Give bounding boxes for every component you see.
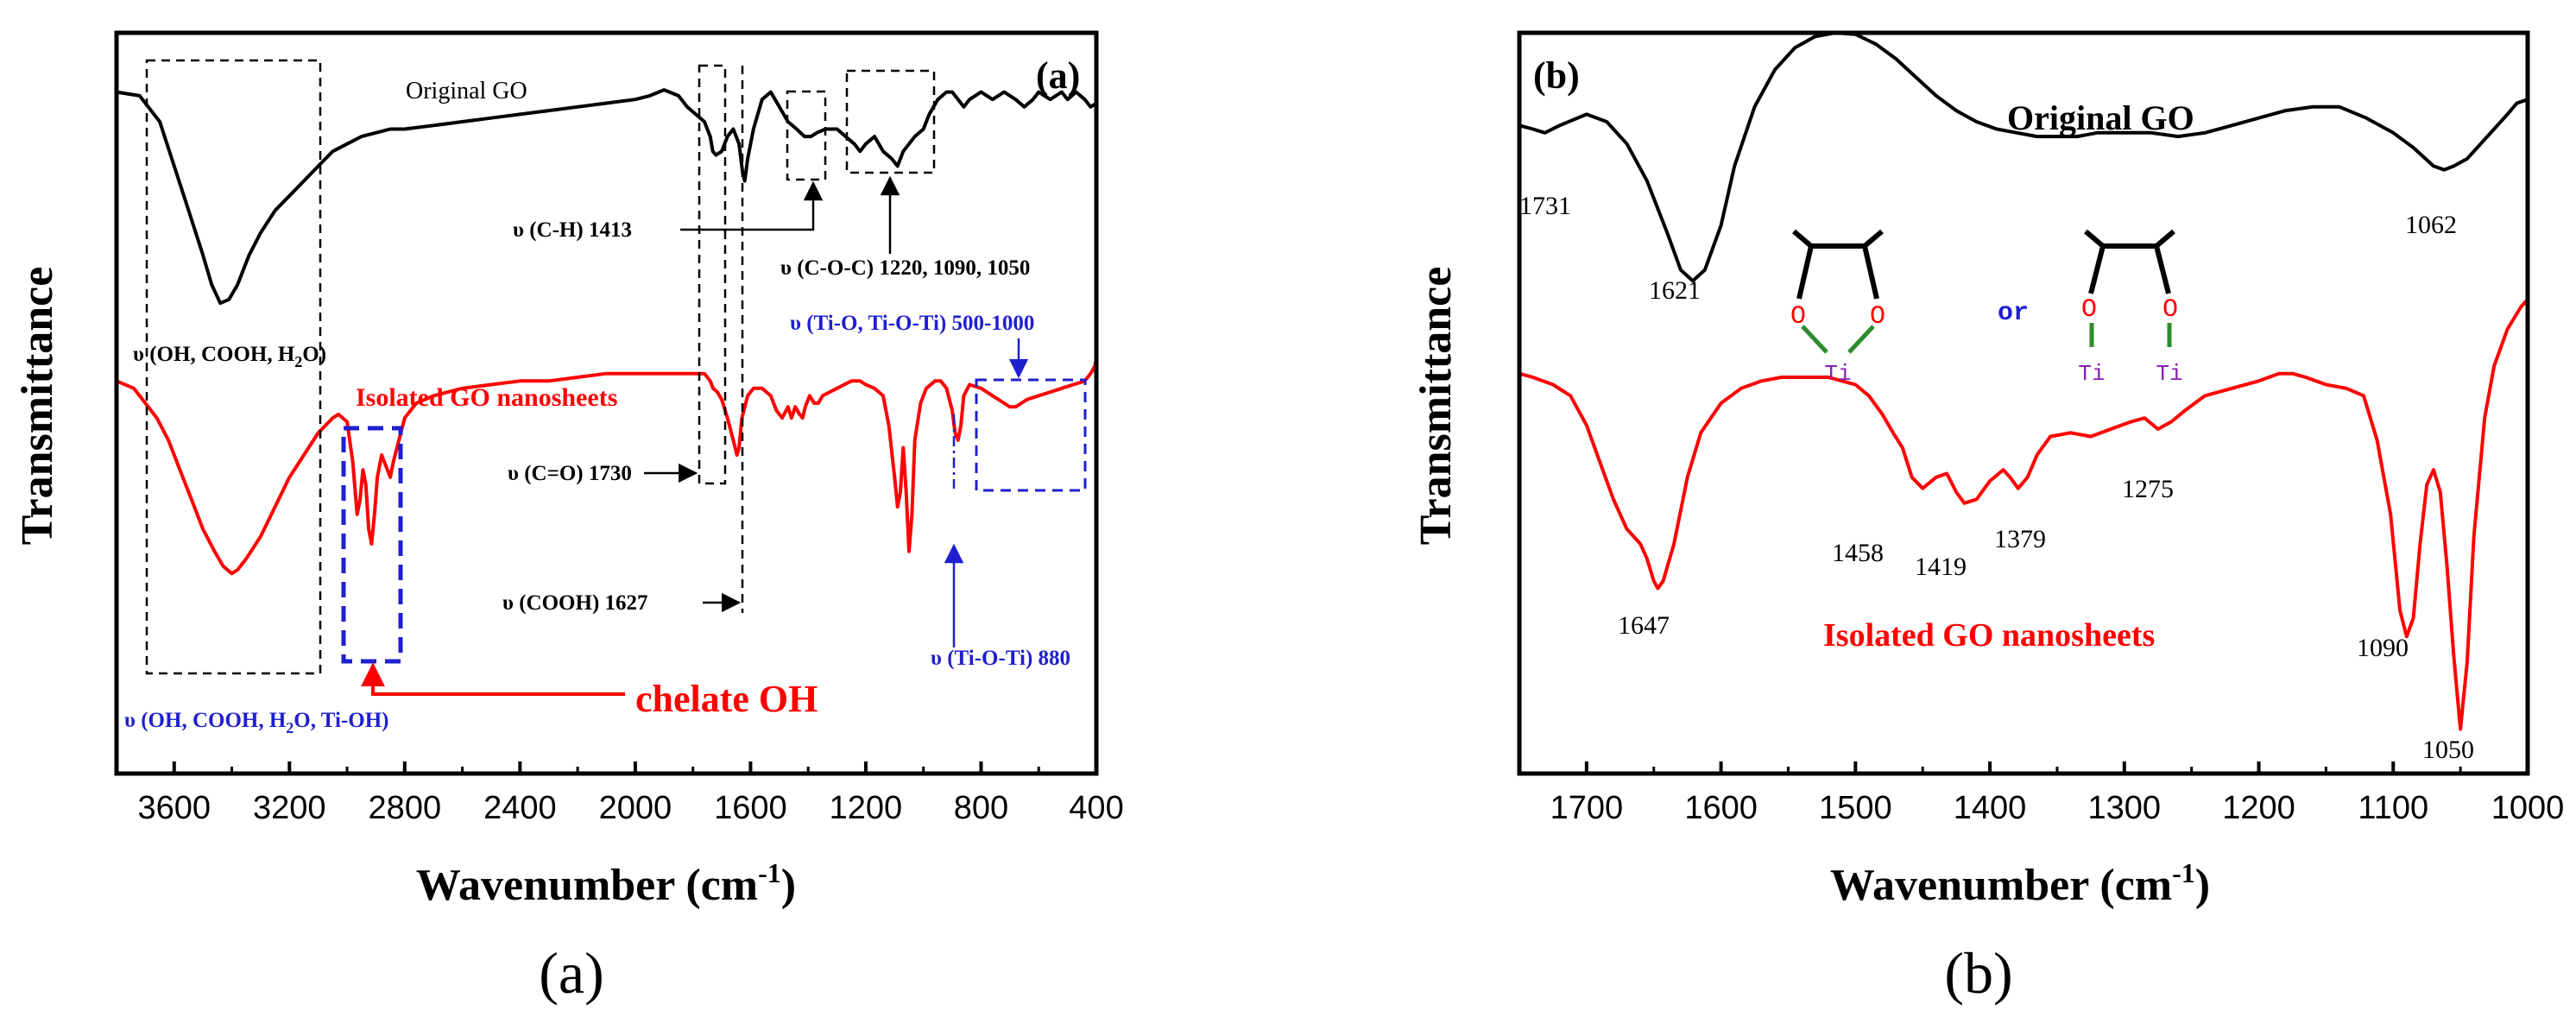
peak-label-1419: 1419 — [1915, 553, 1967, 581]
panel-a-ylabel: Transmittance — [13, 267, 62, 546]
box-coc-region — [845, 69, 936, 174]
x-tick-label: 1200 — [830, 790, 903, 826]
annot-co: υ (C=O) 1730 — [508, 462, 632, 485]
panel-b-x-ticks: 1700 1600 1500 1400 1300 1200 1100 1000 — [1550, 761, 2565, 826]
series-line-original-go — [1518, 31, 2529, 283]
x-tick-label: 800 — [954, 790, 1008, 826]
annot-chelate: chelate OH — [635, 678, 818, 720]
x-tick-label: 1200 — [2222, 790, 2295, 826]
peak-label-1621: 1621 — [1649, 276, 1701, 305]
panel-b-ylabel: Transmittance — [1411, 267, 1461, 546]
series-line-original-go — [116, 88, 1098, 306]
atom-ti: Ti — [2078, 361, 2105, 387]
box-ch-region — [786, 90, 827, 181]
label-original-go-a: Original GO — [406, 78, 527, 104]
arrow-ch — [680, 180, 824, 231]
annot-coc: υ (C-O-C) 1220, 1090, 1050 — [780, 256, 1030, 280]
x-tick-label: 2000 — [599, 790, 672, 826]
panel-a-frame — [114, 30, 1099, 776]
x-tick-label: 1700 — [1550, 790, 1624, 826]
panel-b-xlabel: Wavenumber (cm-1) — [1830, 857, 2210, 910]
chelate-structure-bidentate: O O Ti — [1790, 229, 1885, 387]
peak-label-1647: 1647 — [1618, 611, 1670, 640]
or-text: or — [1998, 299, 2029, 328]
atom-ti: Ti — [2156, 361, 2182, 387]
peak-label-1275: 1275 — [2122, 475, 2174, 503]
chelate-structure-bridging: O O Ti Ti — [2078, 229, 2183, 387]
box-co-region — [698, 64, 727, 485]
annot-oh-isolated: υ (OH, COOH, H2O, Ti-OH) — [124, 709, 389, 736]
x-tick-label: 3200 — [253, 790, 326, 826]
peak-label-1379: 1379 — [1994, 525, 2046, 553]
peak-label-1062: 1062 — [2405, 211, 2457, 239]
atom-o: O — [2162, 295, 2178, 325]
x-tick-label: 1300 — [2088, 790, 2162, 826]
label-isolated-go-a: Isolated GO nanosheets — [356, 383, 617, 412]
x-tick-label: 400 — [1069, 790, 1123, 826]
box-oh-region — [145, 59, 322, 675]
panel-a: Transmittance 3600 3200 2800 2400 2000 1600 12… — [13, 30, 1124, 1006]
arrow-chelate — [361, 662, 625, 696]
box-ti-o-region — [975, 378, 1087, 492]
label-isolated-go-b: Isolated GO nanosheets — [1823, 617, 2155, 654]
panel-b-label: (b) — [1533, 54, 1580, 97]
annot-cooh: υ (COOH) 1627 — [502, 591, 648, 615]
x-tick-label: 1600 — [714, 790, 787, 826]
panel-a-x-ticks: 3600 3200 2800 2400 2000 1600 1200 800 400 — [137, 761, 1124, 826]
x-tick-label: 1000 — [2491, 790, 2565, 826]
annot-ti-o: υ (Ti-O, Ti-O-Ti) 500-1000 — [790, 312, 1034, 335]
peak-label-1050: 1050 — [2422, 736, 2474, 764]
atom-o: O — [1790, 302, 1806, 332]
peak-label-1731: 1731 — [1519, 192, 1571, 220]
x-tick-label: 1600 — [1684, 790, 1758, 826]
panel-a-label: (a) — [1036, 54, 1080, 97]
panel-b-series — [1518, 31, 2529, 731]
annot-ti-o-ti: υ (Ti-O-Ti) 880 — [931, 647, 1070, 670]
label-original-go-b: Original GO — [2007, 98, 2194, 137]
x-tick-label: 1500 — [1819, 790, 1892, 826]
peak-label-1458: 1458 — [1832, 539, 1884, 567]
box-chelate-oh — [341, 426, 403, 664]
x-tick-label: 2800 — [369, 790, 442, 826]
atom-ti: Ti — [1824, 361, 1851, 387]
series-line-isolated-go — [116, 358, 1098, 576]
panel-a-xlabel: Wavenumber (cm-1) — [416, 857, 796, 910]
annot-oh-original: υ (OH, COOH, H2O) — [133, 343, 326, 370]
panel-b-caption: (b) — [1944, 940, 2012, 1006]
atom-o: O — [2081, 295, 2097, 325]
panel-b: Transmittance 1700 1600 1500 1400 1300 1200 11… — [1411, 30, 2565, 1006]
x-tick-label: 2400 — [483, 790, 557, 826]
x-tick-label: 1400 — [1954, 790, 2027, 826]
series-line-isolated-go — [1518, 298, 2529, 731]
atom-o: O — [1870, 302, 1885, 332]
panel-a-series — [116, 88, 1098, 576]
x-tick-label: 3600 — [137, 790, 211, 826]
panel-b-frame — [1517, 30, 2530, 776]
panel-a-caption: (a) — [539, 940, 603, 1006]
x-tick-label: 1100 — [2358, 790, 2428, 826]
peak-label-1090: 1090 — [2357, 634, 2409, 662]
annot-ch: υ (C-H) 1413 — [513, 218, 632, 242]
